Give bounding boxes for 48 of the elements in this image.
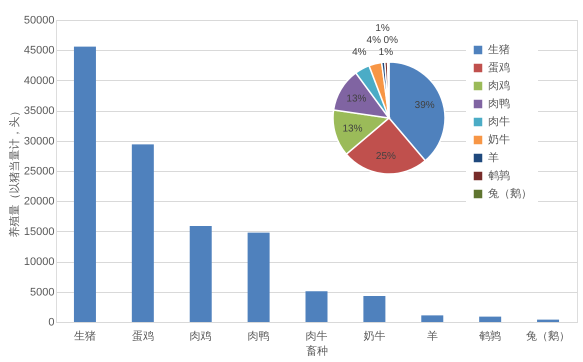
x-tick-label: 肉牛 [306,330,328,342]
legend-label: 肉牛 [488,115,510,128]
x-tick-label: 肉鸡 [190,330,212,342]
bar [363,296,386,322]
legend-label: 奶牛 [488,133,510,146]
x-axis-title: 畜种 [306,344,328,358]
legend-label: 肉鸭 [488,98,510,110]
y-tick-label: 40000 [24,74,54,87]
y-tick-label: 35000 [24,105,54,118]
bar [421,315,444,322]
legend-label: 羊 [488,152,499,164]
data-label: 25% [376,150,396,162]
data-label: 13% [342,123,363,134]
legend-label: 生猪 [488,43,510,56]
x-tick-label: 蛋鸡 [132,330,154,342]
data-label: 1% [378,47,394,58]
bar [74,46,96,322]
bar [479,316,502,322]
y-tick-label: 45000 [24,44,54,57]
x-tick-label: 生猪 [74,330,96,342]
legend-label: 鹌鹑 [488,169,510,182]
y-tick-label: 25000 [24,166,54,178]
legend-label: 肉鸡 [488,80,510,92]
data-label: 4% [366,35,382,46]
y-tick-label: 0 [48,316,54,328]
y-tick-label: 15000 [24,226,54,238]
x-tick-label: 羊 [426,330,438,342]
y-tick-label: 30000 [24,135,54,148]
x-tick-label: 肉鸭 [248,330,270,342]
bar [306,291,328,322]
y-tick-label: 10000 [24,256,54,268]
y-tick-label: 20000 [24,196,54,208]
bar [248,232,270,322]
data-label: 1% [375,23,390,34]
x-tick-label: 兔（鹅） [526,330,570,342]
bar [132,144,154,322]
y-tick-label: 5000 [30,286,54,298]
data-label: 4% [352,47,367,58]
data-label: 13% [346,93,367,104]
legend-label: 兔（鹅） [488,187,532,200]
y-axis-title: 养殖量（以猪当量计，头） [8,106,21,238]
x-tick-label: 鹌鹑 [479,330,502,342]
bar [190,226,212,322]
data-label: 39% [414,100,435,111]
legend-label: 蛋鸡 [488,62,510,74]
data-label: 0% [384,35,398,46]
y-tick-label: 50000 [24,14,54,26]
x-tick-label: 奶牛 [363,330,386,342]
